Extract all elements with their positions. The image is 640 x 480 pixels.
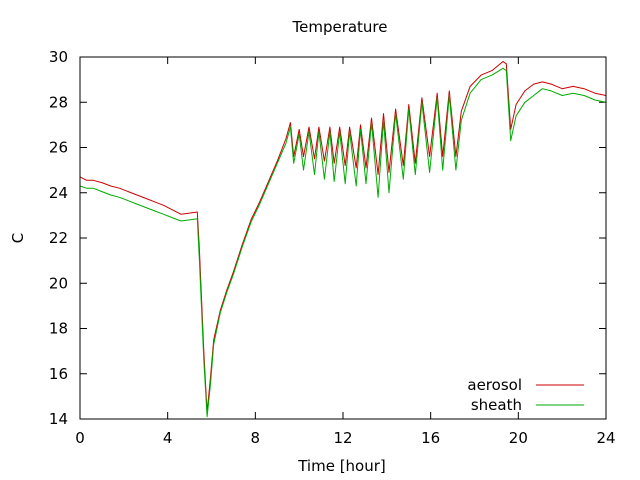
y-tick-label: 22	[49, 229, 68, 247]
x-tick-label: 16	[421, 429, 440, 447]
x-axis-label: Time [hour]	[297, 457, 386, 475]
x-tick-label: 24	[596, 429, 615, 447]
y-tick-label: 16	[49, 365, 68, 383]
legend-label-aerosol: aerosol	[467, 376, 522, 394]
legend-label-sheath: sheath	[471, 396, 522, 414]
plot-frame	[79, 56, 607, 420]
y-tick-label: 20	[49, 274, 68, 292]
series-lines	[79, 61, 607, 418]
x-tick-label: 4	[163, 429, 173, 447]
axis-ticks: 0 4 8 12 16 20 24 14 16 18 20 22 24 26 28 30	[49, 48, 616, 447]
y-tick-label: 24	[49, 184, 68, 202]
x-tick-label: 20	[509, 429, 528, 447]
series-line-aerosol	[79, 61, 607, 413]
y-tick-label: 18	[49, 320, 68, 338]
y-tick-label: 26	[49, 139, 68, 157]
chart-title: Temperature	[291, 18, 387, 36]
legend: aerosol sheath	[467, 376, 584, 414]
series-line-sheath	[79, 67, 607, 418]
x-tick-label: 8	[251, 429, 261, 447]
y-tick-label: 28	[49, 93, 68, 111]
x-tick-label: 12	[333, 429, 352, 447]
y-tick-label: 14	[49, 410, 68, 428]
y-axis-label: C	[9, 233, 27, 243]
x-tick-label: 0	[75, 429, 85, 447]
y-tick-label: 30	[49, 48, 68, 66]
